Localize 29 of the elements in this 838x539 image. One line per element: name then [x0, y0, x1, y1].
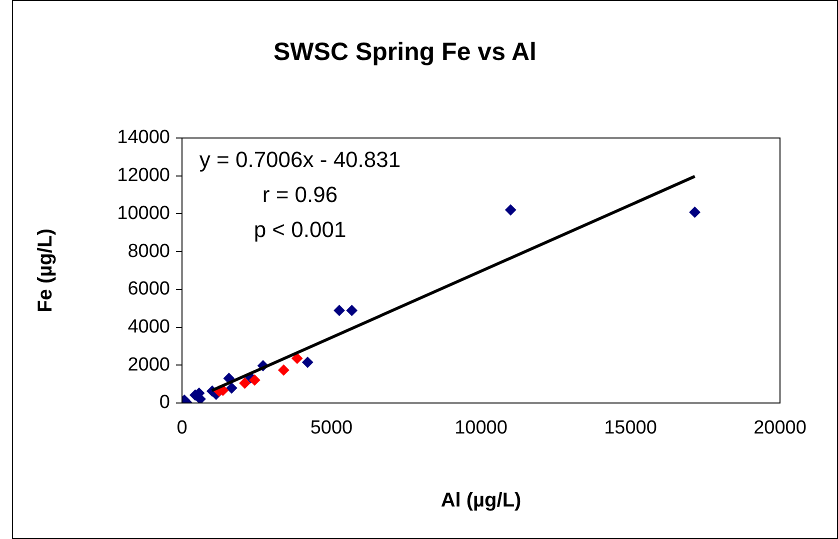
y-tick-label: 14000: [117, 127, 170, 148]
y-tick-label: 10000: [117, 202, 170, 224]
point: [226, 382, 238, 394]
x-tick-label: 0: [176, 418, 188, 439]
x-tick-label: 20000: [754, 418, 806, 439]
point: [505, 204, 516, 216]
y-tick-label: 4000: [128, 316, 170, 338]
point: [278, 364, 290, 376]
point: [302, 356, 314, 368]
x-axis-title: Al (µg/L): [440, 490, 522, 512]
chart-title: SWSC Spring Fe vs Al: [273, 38, 537, 66]
point: [292, 352, 303, 364]
x-tick-label: 15000: [604, 418, 657, 439]
point: [689, 206, 700, 218]
y-axis-title: Fe (µg/L): [34, 228, 57, 312]
y-tick-label: 8000: [128, 240, 170, 262]
point: [346, 304, 358, 316]
point: [239, 378, 250, 389]
y-tick-label: 2000: [128, 354, 170, 376]
annotation: p < 0.001: [254, 217, 346, 242]
point: [334, 304, 345, 316]
x-tick-label: 10000: [454, 418, 508, 439]
x-tick-label: 5000: [310, 418, 353, 439]
annotation: r = 0.96: [262, 182, 338, 208]
y-tick-label: 0: [159, 392, 170, 414]
annotation: y = 0.7006x - 40.831: [199, 147, 401, 172]
y-tick-label: 6000: [128, 278, 170, 300]
y-tick-label: 12000: [117, 165, 170, 186]
point: [249, 374, 260, 386]
